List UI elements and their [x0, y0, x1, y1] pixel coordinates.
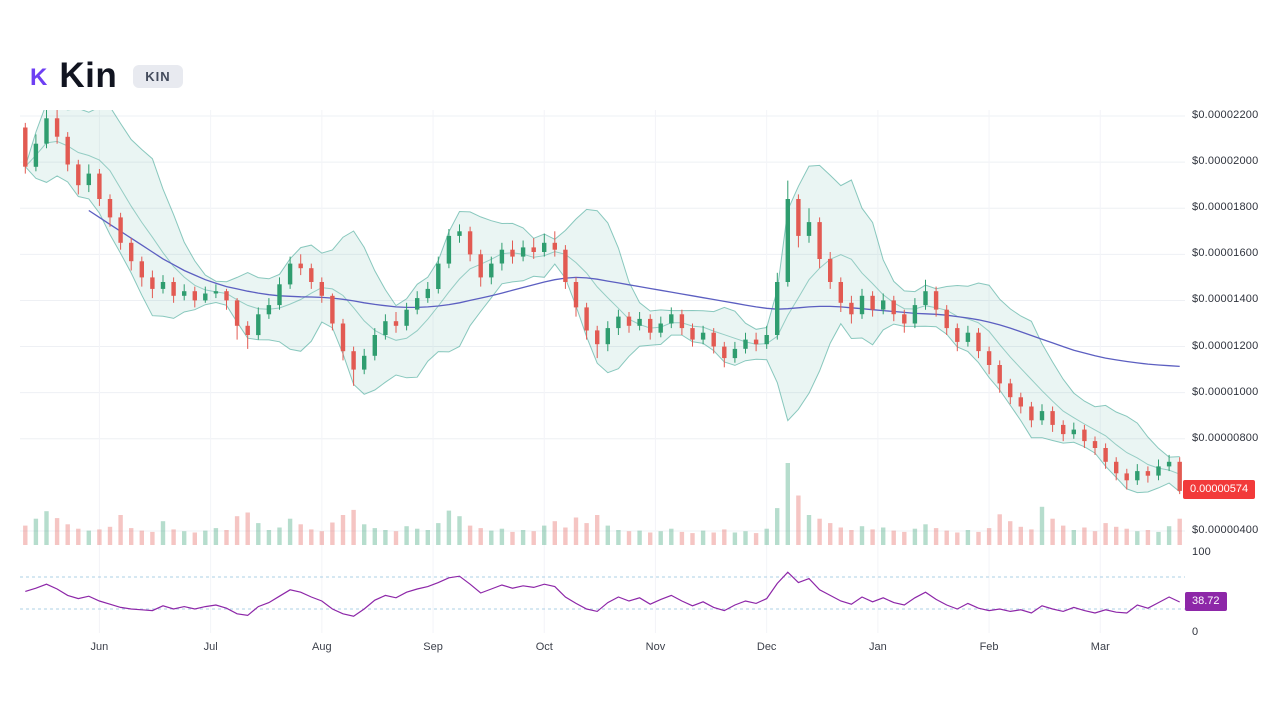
header: K Kin KIN	[30, 56, 183, 96]
last-price-badge: 0.00000574	[1183, 480, 1256, 499]
price-axis-label: $0.00002000	[1192, 155, 1259, 168]
bollinger-upper	[24, 110, 1180, 458]
chart-canvas[interactable]	[20, 110, 1185, 640]
x-axis-label: Jul	[203, 641, 218, 653]
rsi-value-badge: 38.72	[1185, 592, 1227, 611]
price-axis-label: $0.00001200	[1192, 339, 1259, 352]
candlesticks	[23, 110, 1182, 495]
price-axis-label: $0.00001400	[1192, 293, 1259, 306]
x-axis-label: Sep	[423, 641, 443, 653]
x-axis-label: Feb	[979, 641, 999, 653]
long-ma-line	[88, 209, 1180, 368]
x-axis-label: Jan	[868, 641, 887, 653]
rsi-line	[25, 571, 1180, 617]
price-axis-label: $0.00002200	[1192, 109, 1259, 121]
page-title: Kin	[59, 56, 118, 95]
x-axis-label: Aug	[312, 641, 332, 653]
price-axis-label: $0.00001600	[1192, 247, 1259, 260]
symbol-badge: KIN	[133, 64, 183, 88]
price-axis-label: $0.00000400	[1192, 524, 1259, 536]
price-axis-label: $0.00000800	[1192, 431, 1259, 444]
rsi-axis-label: 0	[1192, 626, 1199, 638]
x-axis-label: Mar	[1090, 641, 1110, 653]
volume-bars	[23, 463, 1182, 545]
price-axis-label: $0.00001000	[1192, 385, 1259, 398]
x-axis-label: Oct	[535, 641, 553, 653]
x-axis-label: Jun	[90, 641, 109, 653]
x-axis-label: Dec	[756, 641, 777, 653]
bollinger-lower	[24, 166, 1181, 494]
rsi-axis-label: 100	[1192, 546, 1211, 558]
x-axis-label: Nov	[645, 641, 666, 653]
kin-logo-icon: K	[30, 64, 48, 91]
bollinger-fill	[25, 110, 1180, 493]
price-axis-label: $0.00001800	[1192, 201, 1259, 214]
